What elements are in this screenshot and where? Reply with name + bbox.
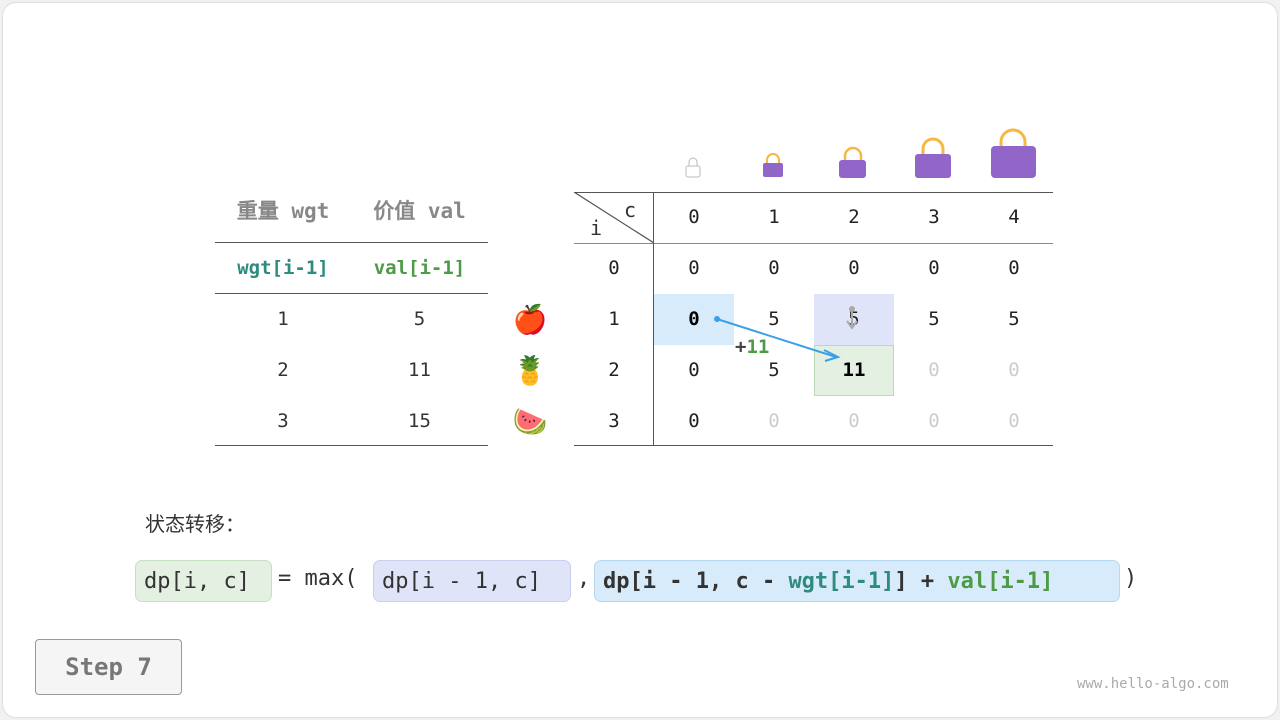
apple-icon: 🍎 bbox=[512, 303, 548, 336]
formula-option2: dp[i - 1, c - wgt[i-1]] + val[i-1] bbox=[594, 560, 1120, 602]
dp-cell: 0 bbox=[688, 308, 700, 330]
formula-option1: dp[i - 1, c] bbox=[373, 560, 571, 602]
opt2-val: val[i-1] bbox=[947, 569, 1054, 594]
bag-icon bbox=[915, 137, 951, 178]
source-cell-highlight bbox=[814, 294, 894, 345]
added-value: 11 bbox=[746, 336, 770, 358]
dp-cell: 0 bbox=[688, 410, 700, 432]
formula-close: ) bbox=[1124, 566, 1138, 591]
row-header: 0 bbox=[608, 257, 620, 279]
header-val: 价值 val bbox=[373, 199, 466, 223]
row-header: 1 bbox=[608, 308, 620, 330]
formula-eq: = max( bbox=[278, 566, 358, 591]
wgt-cell: 1 bbox=[277, 308, 289, 330]
transition-arrows bbox=[714, 306, 858, 362]
value-annotation: +11 bbox=[735, 336, 769, 358]
bag-icon bbox=[763, 153, 783, 177]
col-header: 4 bbox=[1008, 206, 1020, 228]
formula-lhs: dp[i, c] bbox=[135, 560, 272, 602]
opt2-dp: dp[i - 1, c - bbox=[603, 569, 789, 594]
subheader-wgt: wgt[i-1] bbox=[237, 257, 329, 279]
opt2-plus: ] + bbox=[894, 569, 948, 594]
col-header: 0 bbox=[688, 206, 700, 228]
dp-cell: 0 bbox=[1008, 257, 1020, 279]
row-header: 3 bbox=[608, 410, 620, 432]
dp-cell: 0 bbox=[848, 410, 860, 432]
val-cell: 11 bbox=[408, 359, 431, 381]
val-cell: 15 bbox=[408, 410, 431, 432]
wgt-cell: 2 bbox=[277, 359, 289, 381]
col-header: 3 bbox=[928, 206, 940, 228]
bag-icon bbox=[991, 128, 1036, 178]
col-header: 1 bbox=[768, 206, 780, 228]
formula-comma: , bbox=[577, 566, 591, 591]
dp-cell: 0 bbox=[1008, 359, 1020, 381]
step-button[interactable]: Step 7 bbox=[35, 639, 182, 695]
val-cell: 5 bbox=[413, 308, 426, 330]
dp-cell: 0 bbox=[768, 257, 780, 279]
dp-cell: 0 bbox=[768, 410, 780, 432]
bag-icons bbox=[685, 128, 1036, 178]
dp-cell: 11 bbox=[842, 359, 866, 381]
wgt-cell: 3 bbox=[277, 410, 289, 432]
row-header: 2 bbox=[608, 359, 620, 381]
opt2-wgt: wgt[i-1] bbox=[788, 569, 895, 594]
dp-cell: 5 bbox=[768, 359, 780, 381]
dp-cell: 0 bbox=[1008, 410, 1020, 432]
dp-cell: 0 bbox=[848, 257, 860, 279]
pineapple-icon: 🍍 bbox=[512, 354, 548, 387]
bag-icon bbox=[839, 146, 866, 178]
corner-i: i bbox=[590, 216, 603, 240]
col-header: 2 bbox=[848, 206, 860, 228]
dp-cell: 0 bbox=[688, 257, 700, 279]
dp-cell: 5 bbox=[848, 308, 860, 330]
dp-cell: 5 bbox=[768, 308, 780, 330]
dp-cell: 0 bbox=[928, 257, 940, 279]
watermelon-icon: 🍉 bbox=[512, 405, 548, 438]
corner-c: c bbox=[624, 198, 637, 222]
watermark: www.hello-algo.com bbox=[1077, 676, 1229, 692]
dp-cell: 5 bbox=[1008, 308, 1020, 330]
empty-bag-icon bbox=[685, 157, 701, 178]
dp-cell: 5 bbox=[928, 308, 940, 330]
dp-cell: 0 bbox=[928, 359, 940, 381]
plus-sign: + bbox=[735, 336, 747, 358]
subheader-val: val[i-1] bbox=[373, 257, 466, 279]
dp-cell: 0 bbox=[928, 410, 940, 432]
header-wgt: 重量 wgt bbox=[236, 199, 330, 223]
dp-cell: 0 bbox=[688, 359, 700, 381]
transition-label: 状态转移： bbox=[145, 512, 245, 536]
